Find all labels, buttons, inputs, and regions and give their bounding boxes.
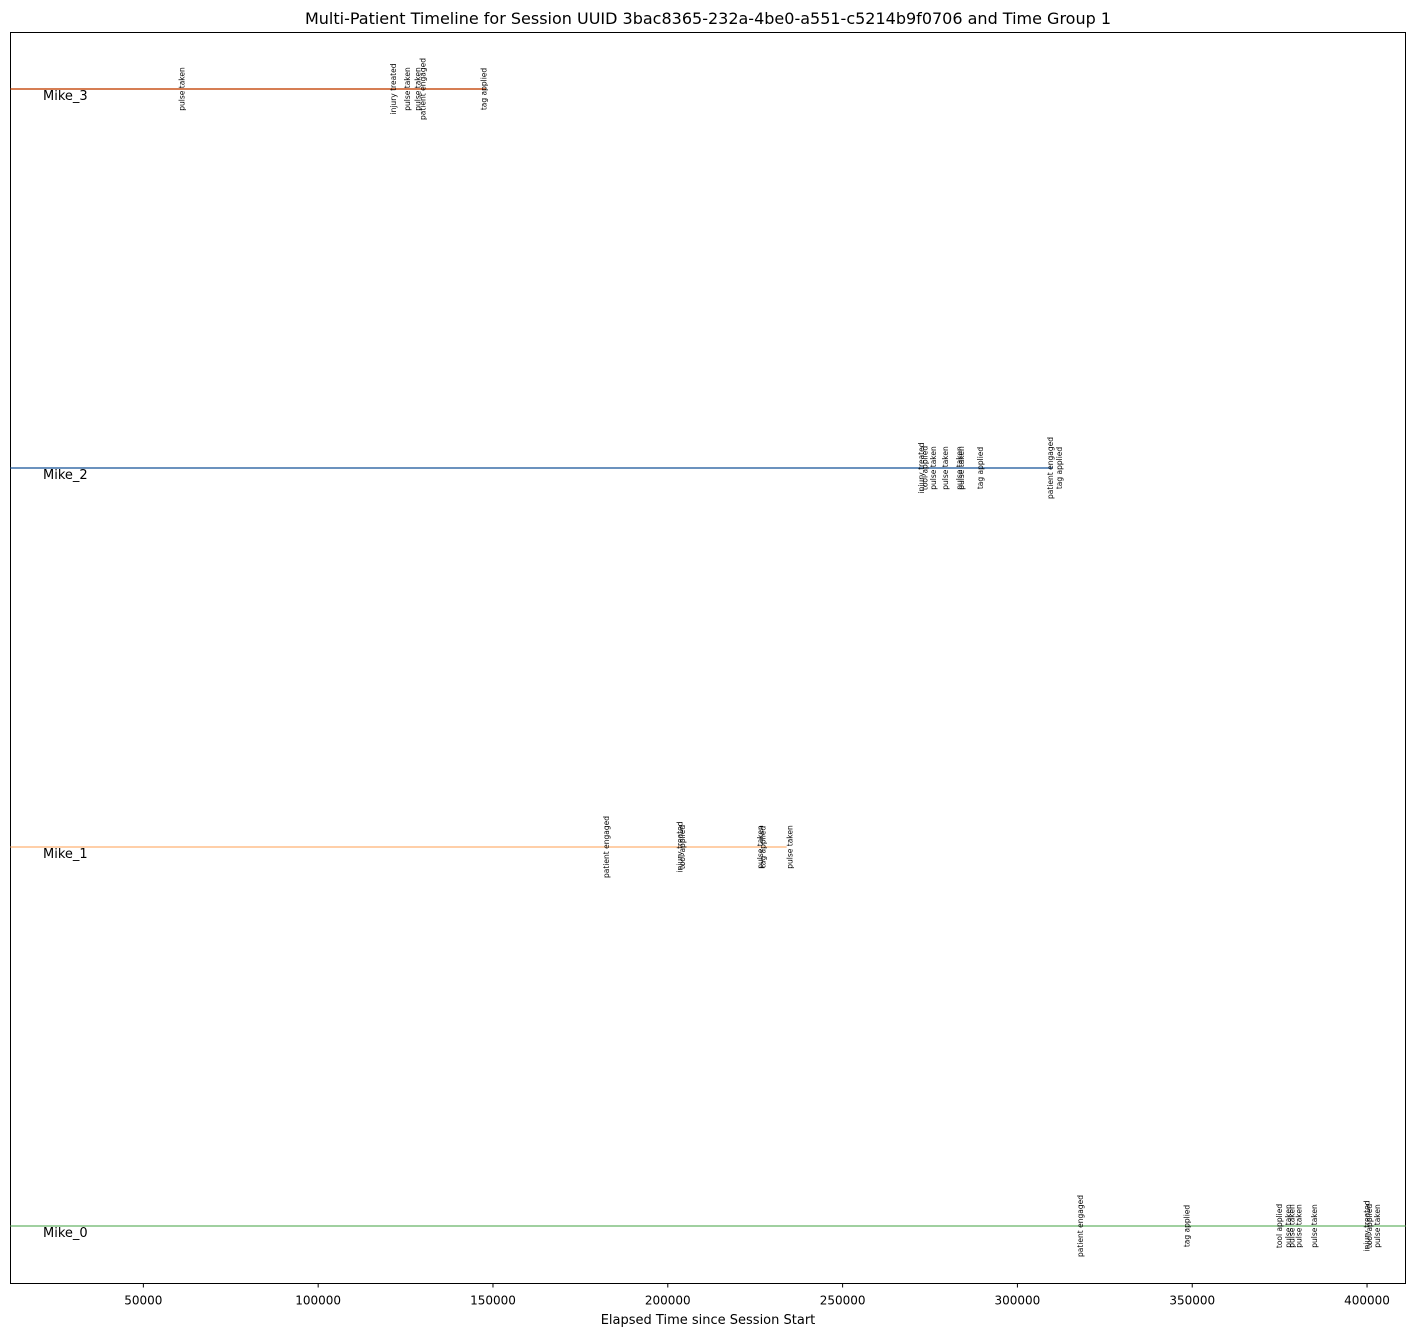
x-tick-label: 200000 [645,1294,691,1308]
event-label: injury treated [1363,1200,1372,1251]
event-label: pulse taken [403,67,412,111]
event-label: pulse taken [1284,1204,1293,1248]
event-label: tag applied [480,68,489,111]
event-label: pulse taken [1373,1204,1382,1248]
patient-label: Mike_1 [43,847,88,862]
event-label: tool applied [678,825,687,869]
event-label: injury treated [917,442,926,493]
event-label: tag applied [976,447,985,490]
event-label: pulse taken [1310,1204,1319,1248]
patient-lines [10,88,1406,1227]
chart-title: Multi-Patient Timeline for Session UUID … [305,9,1111,28]
x-tick-label: 250000 [820,1294,866,1308]
event-label: patient engaged [419,58,428,120]
x-tick-label: 150000 [470,1294,516,1308]
patient-label: Mike_0 [43,1226,88,1241]
event-label: tag applied [1182,1205,1191,1248]
event-label: pulse taken [955,446,964,490]
x-axis-ticks: 50000 100000 150000 200000 250000 300000 35000… [124,1283,1390,1308]
patient-labels: Mike_3 Mike_2 Mike_1 Mike_0 [43,89,88,1241]
event-label: tag applied [1055,447,1064,490]
event-label: pulse taken [1294,1204,1303,1248]
x-axis-label: Elapsed Time since Session Start [601,1313,816,1328]
event-label: patient engaged [1046,437,1055,499]
event-label: pulse taken [756,825,765,869]
event-label: injury treated [676,821,685,872]
patient-label: Mike_3 [43,89,88,104]
patient-label: Mike_2 [43,468,88,483]
event-label: pulse taken [177,67,186,111]
event-label: pulse taken [929,446,938,490]
event-label: pulse taken [786,825,795,869]
event-label: pulse taken [941,446,950,490]
event-label: pulse taken [413,67,422,111]
event-label: tag applied [759,826,768,869]
event-label: tool applied [1275,1204,1284,1248]
event-label: patient engaged [602,816,611,878]
plot-frame [10,32,1406,1284]
x-tick-label: 50000 [124,1294,162,1308]
x-tick-label: 350000 [1169,1294,1215,1308]
x-tick-label: 100000 [295,1294,341,1308]
event-label: injury treated [389,63,398,114]
event-label: patient engaged [1076,1195,1085,1257]
x-tick-label: 300000 [995,1294,1041,1308]
event-label: pulse taken [957,446,966,490]
event-label: tool applied [920,446,929,490]
x-tick-label: 400000 [1344,1294,1390,1308]
event-label: pulse taken [1287,1204,1296,1248]
event-label: tool applied [1365,1204,1374,1248]
event-labels: pulse taken injury treated pulse taken puls… [177,58,1382,1257]
